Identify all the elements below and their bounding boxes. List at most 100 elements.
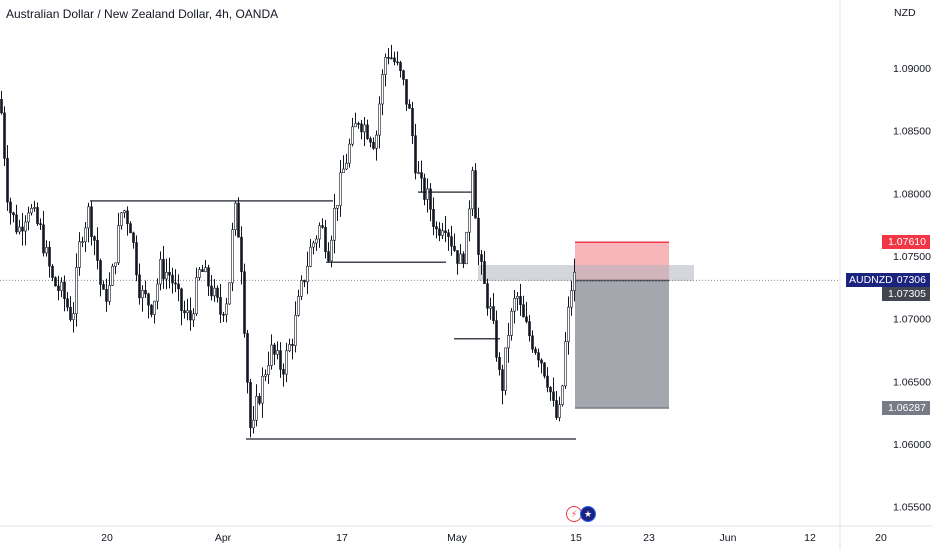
candle-body [399,62,402,71]
candle-body [348,143,351,164]
candle-body [15,214,18,233]
candle-body [120,212,123,226]
candle-body [381,74,384,105]
candle-body [45,247,48,254]
candle-body [459,253,462,264]
candle-body [222,313,225,316]
x-tick-label: Jun [720,532,737,544]
x-tick-label: May [447,532,468,544]
x-tick-label: 17 [336,532,348,544]
candle-body [162,259,165,280]
candle-body [345,162,348,170]
entry-zone-band [478,265,694,281]
candle-body [60,281,63,291]
candle-body [243,271,246,334]
y-tick-label: 1.06000 [893,439,931,451]
candle-body [567,306,570,342]
candle-body [366,124,369,139]
candle-body [27,212,30,223]
australia-flag-icon[interactable]: ★ [580,506,596,522]
candle-body [471,170,474,210]
candle-body [186,310,189,314]
candle-body [516,296,519,299]
candle-body [195,277,198,315]
candle-body [51,265,54,278]
candle-body [33,207,36,209]
candle-body [12,212,15,216]
candle-body [444,230,447,234]
candle-body [438,228,441,236]
candle-body [132,232,135,243]
candle-body [78,241,81,268]
candle-body [171,274,174,284]
candle-body [300,280,303,297]
candle-body [432,209,435,227]
candle-body [42,224,45,254]
candle-body [228,282,231,305]
candle-body [246,333,249,383]
candle-body [294,314,297,346]
candle-body [135,242,138,276]
candle-body [558,404,561,418]
y-tick-label: 1.06500 [893,376,931,388]
candle-body [327,251,330,262]
candle-body [429,188,432,210]
candle-body [66,298,69,308]
candle-body [30,207,33,214]
candle-body [174,282,177,285]
candle-body [336,205,339,209]
candle-body [90,206,93,237]
candle-body [114,262,117,267]
x-tick-label: 23 [643,532,655,544]
candle-body [108,284,111,302]
candle-body [282,369,285,375]
candle-body [18,226,21,233]
candle-body [249,382,252,429]
candle-body [405,79,408,105]
candle-body [369,138,372,143]
candle-body [402,70,405,80]
candle-body [75,267,78,314]
candle-body [324,227,327,252]
candle-body [351,126,354,145]
candle-body [36,207,39,224]
candle-body [435,226,438,230]
candle-body [423,177,426,200]
candle-body [165,272,168,280]
candle-body [285,350,288,375]
candle-body [483,261,486,284]
price-tag: 1.07305 [882,287,930,302]
candle-body [330,239,333,262]
candle-body [180,288,183,311]
candle-body [3,112,6,159]
x-tick-label: 20 [875,532,887,544]
candle-body [312,242,315,248]
candle-body [291,344,294,346]
candle-body [207,267,210,287]
candle-body [546,375,549,388]
candle-body [426,188,429,200]
price-tag: 1.06287 [882,401,930,416]
take-profit-zone [575,280,669,409]
candle-body [234,202,237,230]
x-tick-label: Apr [215,532,232,544]
candle-body [105,289,108,302]
candle-body [189,310,192,321]
candle-body [462,253,465,265]
y-tick-label: 1.08000 [893,188,931,200]
candle-body [321,225,324,228]
candle-body [315,238,318,244]
candle-body [390,57,393,60]
candle-body [96,240,99,261]
candle-body [144,290,147,295]
candle-body [231,229,234,284]
candle-body [477,217,480,255]
candle-body [93,236,96,241]
candle-body [159,259,162,285]
candle-body [123,210,126,214]
candle-body [537,352,540,361]
candle-body [297,296,300,316]
candle-body [531,335,534,350]
candle-body [168,272,171,276]
